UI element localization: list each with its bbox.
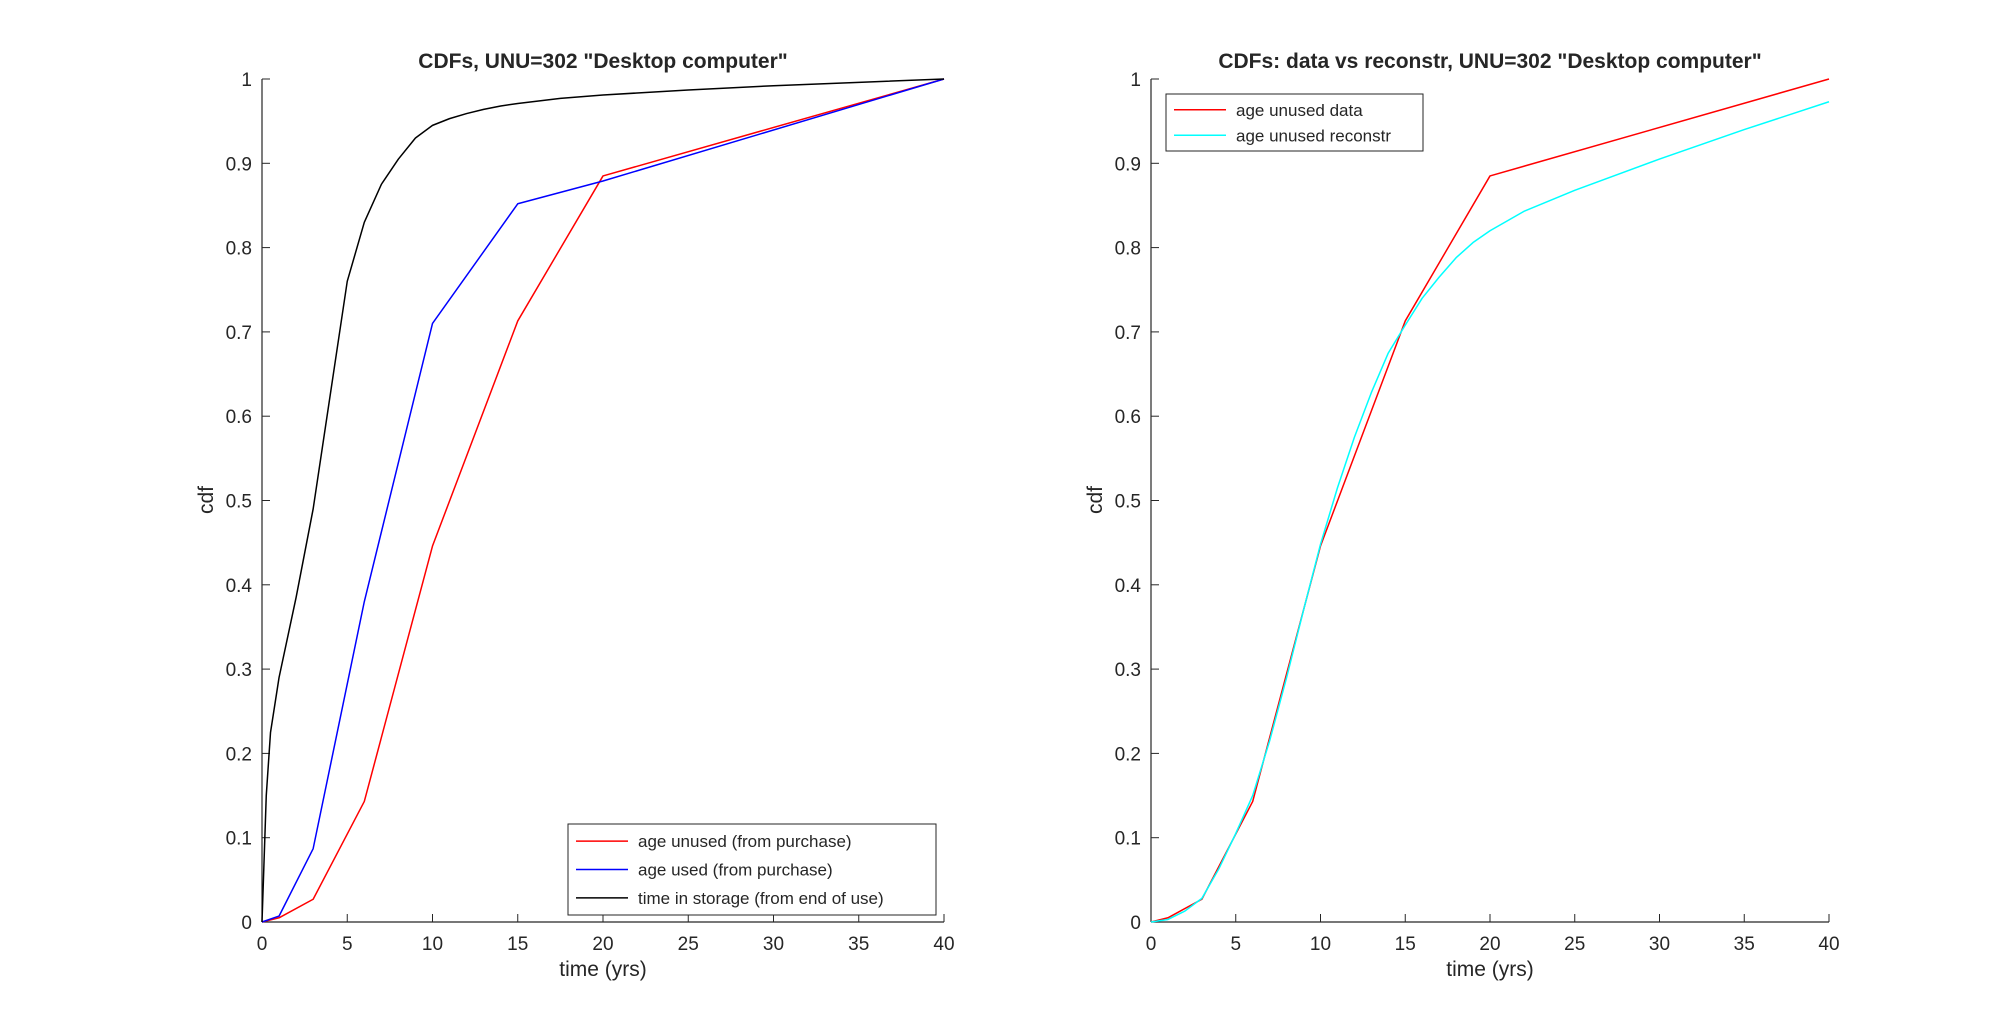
x-tick-label: 10 xyxy=(1310,934,1331,955)
y-tick-label: 0.7 xyxy=(1115,323,1141,344)
y-tick-label: 0.5 xyxy=(1115,492,1141,513)
x-tick-label: 15 xyxy=(1395,934,1416,955)
y-axis-label: cdf xyxy=(195,486,218,514)
y-tick-label: 0.5 xyxy=(226,492,252,513)
chart-title: CDFs: data vs reconstr, UNU=302 "Desktop… xyxy=(1218,50,1761,73)
y-tick-label: 0.3 xyxy=(226,660,252,681)
y-tick-label: 0 xyxy=(1130,913,1141,934)
left-chart-cdfs: CDFs, UNU=302 "Desktop computer" time (y… xyxy=(195,50,955,981)
y-tick-label: 0.8 xyxy=(1115,239,1141,260)
legend-label: age unused data xyxy=(1236,101,1363,120)
right-chart-data-vs-reconstr: CDFs: data vs reconstr, UNU=302 "Desktop… xyxy=(1084,50,1840,981)
y-tick-label: 0.2 xyxy=(226,744,252,765)
y-tick-label: 0.4 xyxy=(226,576,253,597)
series-line-1 xyxy=(1150,101,1830,923)
x-tick-label: 30 xyxy=(763,934,784,955)
y-tick-label: 0.6 xyxy=(226,407,252,428)
y-tick-label: 1 xyxy=(1130,70,1141,91)
x-tick-label: 20 xyxy=(592,934,613,955)
y-tick-label: 0.4 xyxy=(1115,576,1142,597)
y-tick-label: 0.3 xyxy=(1115,660,1141,681)
x-tick-label: 20 xyxy=(1479,934,1500,955)
legend-label: age unused (from purchase) xyxy=(638,832,852,851)
x-tick-label: 10 xyxy=(422,934,443,955)
legend: age unused (from purchase) age used (from… xyxy=(567,823,937,916)
y-tick-label: 1 xyxy=(241,70,252,91)
x-axis-label: time (yrs) xyxy=(559,958,647,981)
y-axis-label: cdf xyxy=(1084,486,1107,514)
series-line-2 xyxy=(261,78,945,923)
legend-box xyxy=(1165,93,1424,152)
x-tick-label: 0 xyxy=(257,934,268,955)
x-tick-label: 25 xyxy=(678,934,699,955)
x-tick-label: 40 xyxy=(1818,934,1839,955)
series-line-1 xyxy=(261,78,945,923)
series-line-0 xyxy=(261,78,945,923)
y-tick-label: 0.9 xyxy=(1115,154,1141,175)
x-tick-label: 40 xyxy=(933,934,954,955)
x-tick-label: 25 xyxy=(1564,934,1585,955)
legend-label: age used (from purchase) xyxy=(638,861,833,880)
legend-label: time in storage (from end of use) xyxy=(638,889,884,908)
x-tick-label: 30 xyxy=(1649,934,1670,955)
x-axis-label: time (yrs) xyxy=(1446,958,1534,981)
legend: age unused data age unused reconstr xyxy=(1165,93,1424,152)
x-tick-label: 15 xyxy=(507,934,528,955)
x-tick-label: 5 xyxy=(1230,934,1241,955)
x-tick-label: 35 xyxy=(1734,934,1755,955)
y-tick-label: 0.9 xyxy=(226,154,252,175)
x-tick-label: 0 xyxy=(1146,934,1157,955)
legend-box xyxy=(567,823,937,916)
y-tick-label: 0.6 xyxy=(1115,407,1141,428)
chart-title: CDFs, UNU=302 "Desktop computer" xyxy=(418,50,787,73)
y-tick-label: 0.2 xyxy=(1115,744,1141,765)
y-tick-label: 0.7 xyxy=(226,323,252,344)
x-tick-label: 35 xyxy=(848,934,869,955)
y-tick-label: 0.1 xyxy=(1115,829,1141,850)
x-tick-label: 5 xyxy=(342,934,353,955)
series-line-0 xyxy=(1150,78,1830,923)
legend-label: age unused reconstr xyxy=(1236,126,1391,145)
y-tick-label: 0.1 xyxy=(226,829,252,850)
y-tick-label: 0 xyxy=(241,913,252,934)
y-tick-label: 0.8 xyxy=(226,239,252,260)
